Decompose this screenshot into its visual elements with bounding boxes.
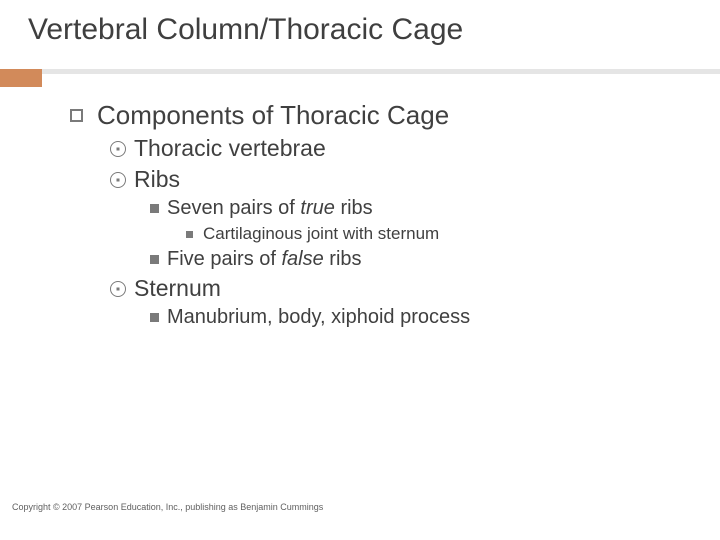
content-area: Components of Thoracic Cage Thoracic ver… xyxy=(70,100,670,331)
text-pre: Five pairs of xyxy=(167,248,281,270)
list-item-manubrium: Manubrium, body, xiphoid process xyxy=(150,306,670,329)
text: Manubrium, body, xiphoid process xyxy=(167,306,470,329)
text-italic: true xyxy=(300,197,334,219)
small-square-bullet-icon xyxy=(186,231,193,238)
text-post: ribs xyxy=(335,197,373,219)
list-item-heading: Components of Thoracic Cage xyxy=(70,100,670,131)
list-item-seven-pairs: Seven pairs of true ribs xyxy=(150,197,670,220)
text: Ribs xyxy=(134,166,180,193)
text: Thoracic vertebrae xyxy=(134,135,326,162)
text-pre: Seven pairs of xyxy=(167,197,300,219)
text-italic: false xyxy=(281,248,323,270)
list-item-thoracic-vertebrae: Thoracic vertebrae xyxy=(110,135,670,162)
slide-title: Vertebral Column/Thoracic Cage xyxy=(28,12,720,48)
filled-square-bullet-icon xyxy=(150,313,159,322)
filled-square-bullet-icon xyxy=(150,255,159,264)
text: Seven pairs of true ribs xyxy=(167,197,373,220)
target-bullet-icon xyxy=(110,141,126,157)
list-item-sternum: Sternum xyxy=(110,275,670,302)
heading-text: Components of Thoracic Cage xyxy=(97,100,449,131)
list-item-cartilaginous: Cartilaginous joint with sternum xyxy=(186,224,670,244)
slide: Vertebral Column/Thoracic Cage Component… xyxy=(0,0,720,540)
text: Sternum xyxy=(134,275,221,302)
copyright-notice: Copyright © 2007 Pearson Education, Inc.… xyxy=(12,502,323,512)
target-bullet-icon xyxy=(110,172,126,188)
list-item-five-pairs: Five pairs of false ribs xyxy=(150,248,670,271)
list-item-ribs: Ribs xyxy=(110,166,670,193)
text: Cartilaginous joint with sternum xyxy=(203,224,439,244)
text: Five pairs of false ribs xyxy=(167,248,362,271)
filled-square-bullet-icon xyxy=(150,204,159,213)
target-bullet-icon xyxy=(110,281,126,297)
accent-swatch xyxy=(0,69,42,87)
divider-line xyxy=(0,69,720,74)
text-post: ribs xyxy=(324,248,362,270)
square-bullet-icon xyxy=(70,109,83,122)
